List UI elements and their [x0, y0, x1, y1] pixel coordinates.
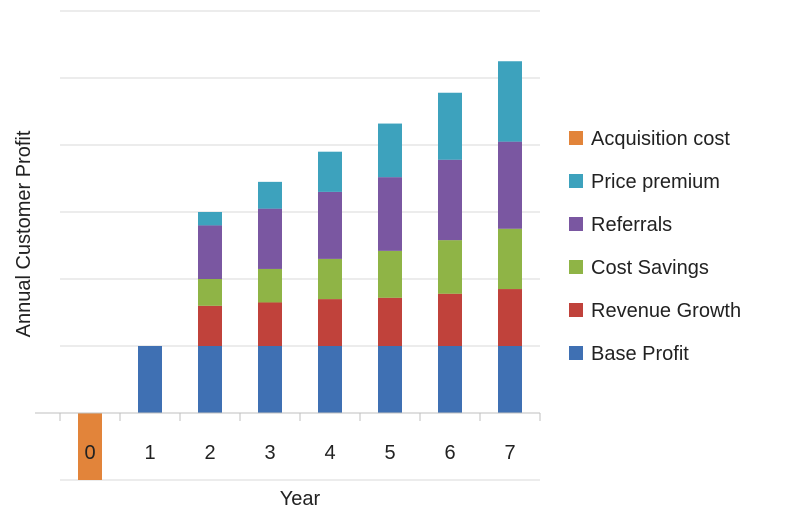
bar-base-profit-year-5 [378, 346, 402, 413]
x-tick-label: 3 [264, 442, 275, 464]
legend: Acquisition cost Price premium Referrals Co… [569, 128, 741, 365]
bar-revenue-growth-year-7 [498, 289, 522, 346]
legend-swatch-base-profit [569, 346, 583, 360]
x-axis [35, 412, 541, 421]
bar-base-profit-year-6 [438, 346, 462, 413]
bar-base-profit-year-1 [138, 346, 162, 413]
x-tick-label: 2 [204, 442, 215, 464]
bar-revenue-growth-year-5 [378, 297, 402, 346]
bar-price-premium-year-4 [318, 151, 342, 192]
bar-revenue-growth-year-6 [438, 293, 462, 346]
legend-label-referrals: Referrals [591, 214, 672, 236]
bar-cost-savings-year-2 [198, 279, 222, 306]
x-tick-labels: 0 1 2 3 4 5 6 7 [84, 442, 515, 464]
x-tick-label: 0 [84, 442, 95, 464]
gridlines [60, 10, 540, 481]
bar-cost-savings-year-6 [438, 240, 462, 294]
bar-base-profit-year-4 [318, 346, 342, 413]
bar-price-premium-year-7 [498, 61, 522, 142]
bar-cost-savings-year-7 [498, 228, 522, 290]
legend-label-revenue-growth: Revenue Growth [591, 300, 741, 322]
bar-referrals-year-3 [258, 208, 282, 269]
x-tick-label: 6 [444, 442, 455, 464]
x-tick-label: 1 [144, 442, 155, 464]
bar-referrals-year-5 [378, 177, 402, 251]
x-tick-label: 4 [324, 442, 335, 464]
y-axis-title: Annual Customer Profit [13, 130, 35, 337]
legend-label-price-premium: Price premium [591, 171, 720, 193]
bar-cost-savings-year-4 [318, 258, 342, 300]
bar-price-premium-year-3 [258, 181, 282, 209]
legend-label-base-profit: Base Profit [591, 343, 689, 365]
legend-swatch-referrals [569, 217, 583, 231]
bar-referrals-year-4 [318, 191, 342, 259]
x-tick-label: 5 [384, 442, 395, 464]
bar-revenue-growth-year-3 [258, 302, 282, 346]
bar-price-premium-year-6 [438, 92, 462, 160]
legend-swatch-acquisition-cost [569, 131, 583, 145]
x-tick-label: 7 [504, 442, 515, 464]
bar-price-premium-year-2 [198, 212, 222, 226]
bars [78, 61, 522, 480]
bar-base-profit-year-7 [498, 346, 522, 413]
x-axis-title: Year [280, 488, 321, 510]
bar-cost-savings-year-5 [378, 250, 402, 298]
bar-acquisition-cost-year-0 [78, 413, 102, 480]
legend-swatch-cost-savings [569, 260, 583, 274]
bar-base-profit-year-2 [198, 346, 222, 413]
bar-referrals-year-2 [198, 225, 222, 279]
legend-label-acquisition-cost: Acquisition cost [591, 128, 730, 150]
legend-swatch-price-premium [569, 174, 583, 188]
legend-label-cost-savings: Cost Savings [591, 257, 709, 279]
bar-cost-savings-year-3 [258, 268, 282, 303]
bar-referrals-year-6 [438, 159, 462, 241]
bar-referrals-year-7 [498, 141, 522, 229]
bar-revenue-growth-year-2 [198, 305, 222, 346]
bar-price-premium-year-5 [378, 123, 402, 178]
legend-swatch-revenue-growth [569, 303, 583, 317]
bar-revenue-growth-year-4 [318, 299, 342, 346]
bar-base-profit-year-3 [258, 346, 282, 413]
